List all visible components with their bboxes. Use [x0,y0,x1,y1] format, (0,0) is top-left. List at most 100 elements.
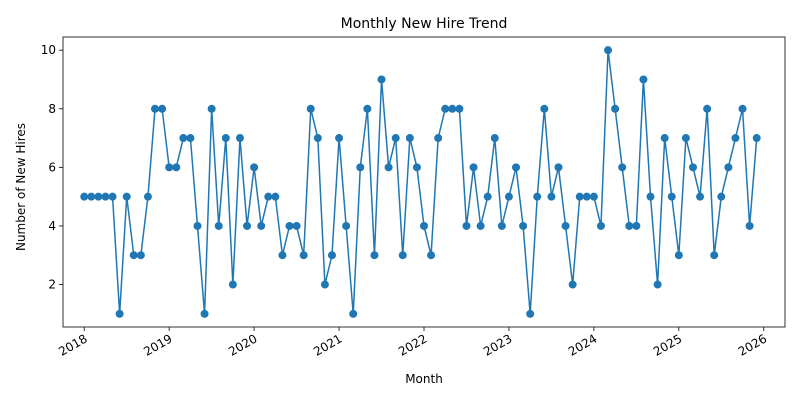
data-point [717,192,726,201]
data-point [165,163,174,172]
data-point [639,75,648,84]
data-point [115,309,124,318]
data-point [724,163,733,172]
data-point [158,104,167,113]
data-point [455,104,464,113]
data-point [320,280,329,289]
data-point [193,221,202,230]
data-point [264,192,273,201]
y-tick-label: 2 [48,278,56,292]
data-point [292,221,301,230]
data-point [349,309,358,318]
series-new-hires [80,46,761,318]
data-point [554,163,563,172]
data-point [80,192,89,201]
data-point [604,46,613,55]
x-tick-label: 2024 [566,331,599,358]
data-point [469,163,478,172]
y-tick-label: 4 [48,219,56,233]
data-point [448,104,457,113]
data-point [533,192,542,201]
data-point [391,134,400,143]
data-point [186,134,195,143]
data-point [476,221,485,230]
data-point [327,251,336,260]
data-point [653,280,662,289]
data-point [179,134,188,143]
data-point [285,221,294,230]
data-point [710,251,719,260]
data-point [575,192,584,201]
data-point [271,192,280,201]
data-point [342,221,351,230]
data-point [235,134,244,143]
data-point [412,163,421,172]
data-point [490,134,499,143]
data-point [299,251,308,260]
data-point [646,192,655,201]
data-point [688,163,697,172]
data-point [589,192,598,201]
data-point [363,104,372,113]
data-point [427,251,436,260]
data-point [356,163,365,172]
x-tick-label: 2018 [56,331,89,358]
data-point [151,104,160,113]
x-tick-label: 2025 [651,331,684,358]
x-tick-label: 2022 [396,331,429,358]
data-point [667,192,676,201]
x-tick-label: 2026 [736,331,769,358]
y-axis-label: Number of New Hires [14,123,28,251]
data-point [497,221,506,230]
data-point [122,192,131,201]
data-point [434,134,443,143]
series-line [84,49,758,315]
data-point [611,104,620,113]
data-point [561,221,570,230]
data-point [214,221,223,230]
data-point [618,163,627,172]
x-tick-label: 2020 [226,331,259,358]
data-point [94,192,103,201]
data-point [674,251,683,260]
data-point [278,251,287,260]
data-point [136,251,145,260]
data-point [504,192,513,201]
data-point [143,192,152,201]
data-point [207,104,216,113]
data-point [370,251,379,260]
data-point [632,221,641,230]
data-point [512,163,521,172]
x-axis-label: Month [405,372,443,386]
data-point [87,192,96,201]
data-point [420,221,428,230]
data-point [660,134,669,143]
data-point [703,104,712,113]
data-point [384,163,393,172]
data-point [462,221,471,230]
data-point [441,104,450,113]
data-point [696,192,705,201]
data-point [243,221,252,230]
data-point [398,251,407,260]
data-point [101,192,110,201]
data-point [519,221,528,230]
data-point [377,75,386,84]
data-point [483,192,492,201]
data-point [200,309,209,318]
x-tick-label: 2021 [311,331,344,358]
data-point [335,134,344,143]
data-point [228,280,237,289]
y-tick-label: 10 [41,43,56,57]
data-point [405,134,414,143]
data-point [731,134,740,143]
plot-frame [62,36,786,328]
data-point [681,134,690,143]
data-point [738,104,747,113]
data-point [745,221,754,230]
data-point [257,221,266,230]
data-point [250,163,259,172]
data-point [596,221,605,230]
data-point [306,104,315,113]
